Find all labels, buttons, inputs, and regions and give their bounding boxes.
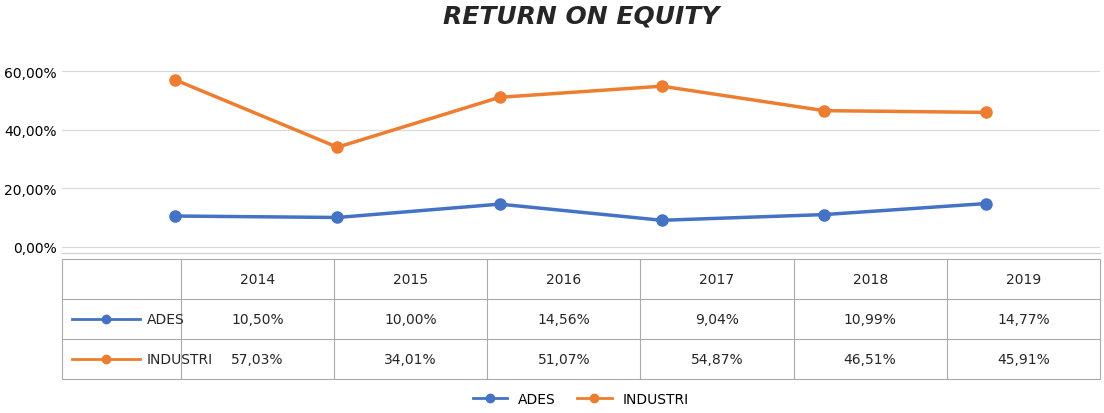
Text: 14,77%: 14,77% [997,312,1050,326]
Text: 57,03%: 57,03% [232,352,284,366]
Text: 34,01%: 34,01% [384,352,437,366]
INDUSTRI [493,95,507,100]
Text: 2014: 2014 [240,273,275,287]
Text: 2016: 2016 [546,273,582,287]
ADES [169,214,182,219]
ADES [817,213,830,218]
Text: 2015: 2015 [393,273,428,287]
Title: RETURN ON EQUITY: RETURN ON EQUITY [443,4,719,28]
Text: 45,91%: 45,91% [997,352,1050,366]
Text: 14,56%: 14,56% [538,312,591,326]
Text: 10,50%: 10,50% [232,312,284,326]
Text: 54,87%: 54,87% [691,352,743,366]
ADES [656,218,669,223]
ADES [979,202,992,206]
Text: 9,04%: 9,04% [696,312,739,326]
Legend: ADES, INDUSTRI: ADES, INDUSTRI [467,387,694,412]
Text: 2019: 2019 [1006,273,1041,287]
Text: 2018: 2018 [852,273,888,287]
ADES [493,202,507,207]
INDUSTRI [817,109,830,114]
ADES [331,216,344,221]
Line: ADES: ADES [170,199,991,226]
Line: INDUSTRI: INDUSTRI [170,75,991,153]
INDUSTRI [979,111,992,116]
Text: 10,00%: 10,00% [384,312,437,326]
Text: INDUSTRI: INDUSTRI [147,352,213,366]
INDUSTRI [169,78,182,83]
INDUSTRI [331,145,344,150]
Text: 46,51%: 46,51% [843,352,896,366]
Text: 2017: 2017 [700,273,734,287]
Text: 51,07%: 51,07% [538,352,591,366]
Text: 10,99%: 10,99% [843,312,896,326]
Text: ADES: ADES [147,312,184,326]
INDUSTRI [656,85,669,90]
